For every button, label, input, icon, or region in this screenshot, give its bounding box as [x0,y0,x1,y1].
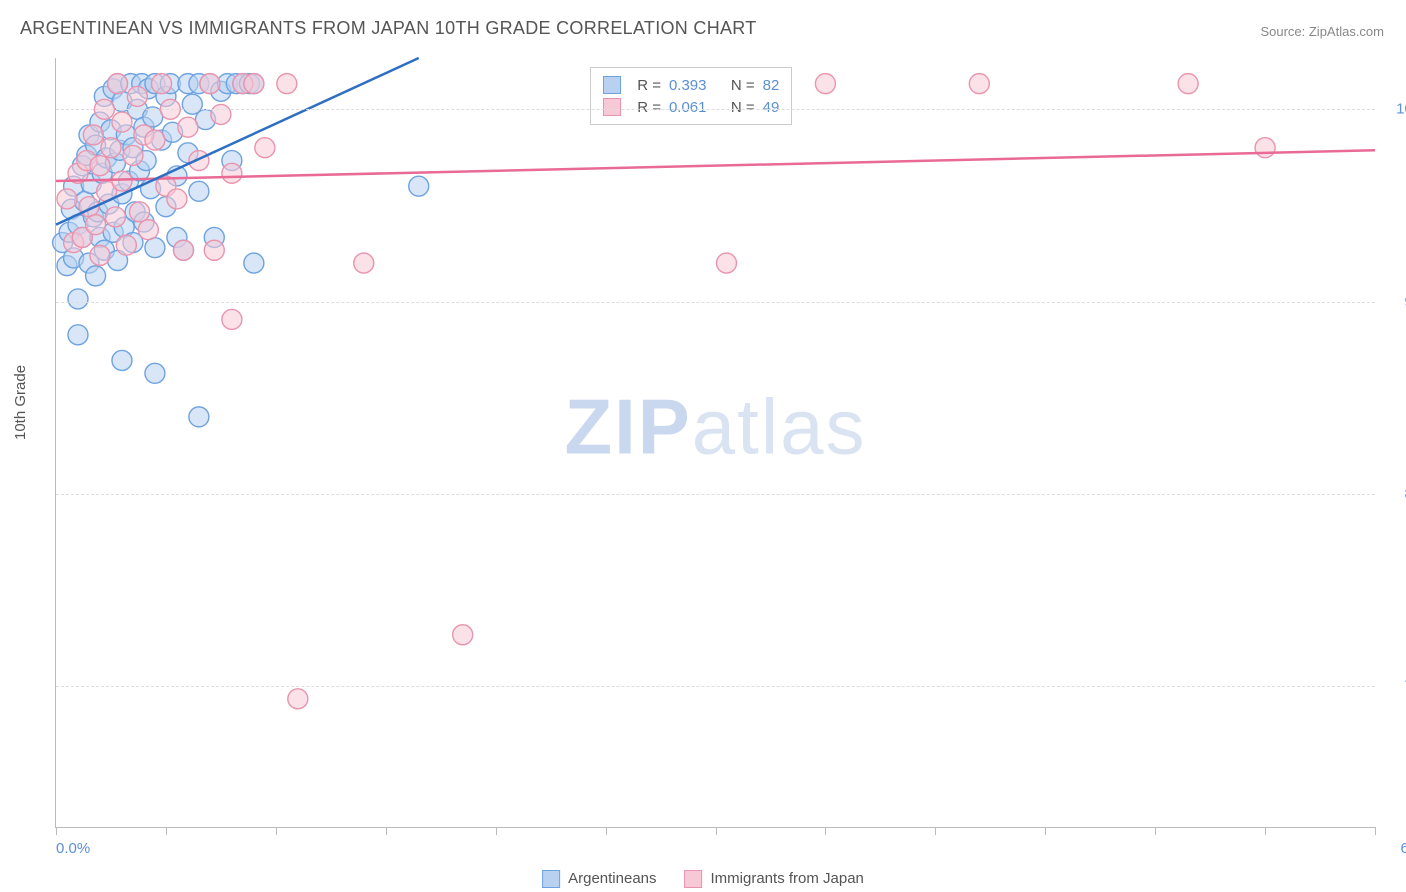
data-point [354,253,374,273]
data-point [86,215,106,235]
data-point [68,325,88,345]
data-point [189,407,209,427]
gridline [56,686,1375,687]
data-point [409,176,429,196]
gridline [56,494,1375,495]
x-tick [276,827,277,835]
data-point [244,74,264,94]
n-value-b: 49 [763,99,780,116]
x-tick [1265,827,1266,835]
data-point [112,171,132,191]
legend-item-a: Argentineans [542,870,656,888]
data-point [83,125,103,145]
data-point [189,151,209,171]
data-point [101,138,121,158]
data-point [222,163,242,183]
r-label-a: R = [637,77,661,94]
data-point [815,74,835,94]
source-name: ZipAtlas.com [1309,24,1384,39]
y-tick-label: 92.5% [1379,293,1406,310]
data-point [116,235,136,255]
x-tick [56,827,57,835]
x-tick [1375,827,1376,835]
data-point [178,117,198,137]
x-tick [386,827,387,835]
source-attribution: Source: ZipAtlas.com [1260,24,1384,39]
data-point [86,266,106,286]
plot-area: ZIPatlas R = 0.393 N = 82 R = 0.061 N = … [55,58,1375,828]
data-point [112,112,132,132]
data-point [145,238,165,258]
data-point [222,309,242,329]
x-tick-right: 60.0% [1375,840,1406,857]
data-point [288,689,308,709]
r-value-b: 0.061 [669,99,707,116]
data-point [277,74,297,94]
series-b-name: Immigrants from Japan [711,870,864,887]
chart-svg [56,58,1375,827]
data-point [255,138,275,158]
data-point [204,240,224,260]
x-tick [166,827,167,835]
data-point [127,86,147,106]
r-label-b: R = [637,99,661,116]
swatch-a [603,76,621,94]
data-point [112,350,132,370]
legend-row-a: R = 0.393 N = 82 [603,74,779,96]
data-point [167,189,187,209]
data-point [138,220,158,240]
n-label-b: N = [731,99,755,116]
swatch-bottom-b [685,870,703,888]
gridline [56,302,1375,303]
data-point [123,145,143,165]
y-tick-label: 85.0% [1379,485,1406,502]
data-point [57,189,77,209]
data-point [174,240,194,260]
x-tick [716,827,717,835]
data-point [244,253,264,273]
data-point [969,74,989,94]
data-point [145,130,165,150]
data-point [68,289,88,309]
x-tick [496,827,497,835]
data-point [453,625,473,645]
data-point [130,202,150,222]
chart-title: ARGENTINEAN VS IMMIGRANTS FROM JAPAN 10T… [20,18,757,39]
x-tick [1155,827,1156,835]
data-point [145,363,165,383]
y-tick-label: 77.5% [1379,678,1406,695]
data-point [105,207,125,227]
gridline [56,109,1375,110]
x-tick [606,827,607,835]
swatch-b [603,98,621,116]
y-tick-label: 100.0% [1379,101,1406,118]
series-a-name: Argentineans [568,870,656,887]
data-point [716,253,736,273]
data-point [1178,74,1198,94]
n-label-a: N = [731,77,755,94]
data-point [90,245,110,265]
legend-row-b: R = 0.061 N = 49 [603,96,779,118]
data-point [189,181,209,201]
trend-line [56,150,1375,181]
legend-item-b: Immigrants from Japan [685,870,864,888]
data-point [152,74,172,94]
data-point [1255,138,1275,158]
n-value-a: 82 [763,77,780,94]
x-tick [935,827,936,835]
correlation-legend: R = 0.393 N = 82 R = 0.061 N = 49 [590,67,792,125]
r-value-a: 0.393 [669,77,707,94]
data-point [90,156,110,176]
data-point [211,104,231,124]
y-axis-label: 10th Grade [12,365,29,440]
x-tick [825,827,826,835]
series-legend: Argentineans Immigrants from Japan [542,870,864,888]
x-tick-left: 0.0% [56,840,90,857]
swatch-bottom-a [542,870,560,888]
data-point [108,74,128,94]
source-prefix: Source: [1260,24,1308,39]
x-tick [1045,827,1046,835]
data-point [200,74,220,94]
